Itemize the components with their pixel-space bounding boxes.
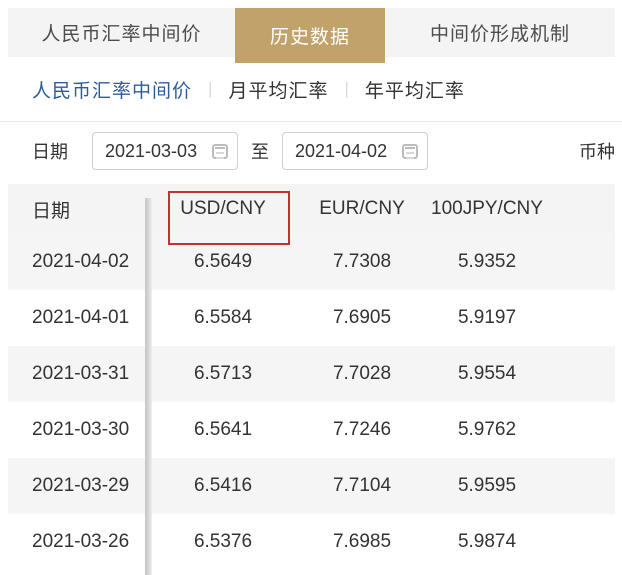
tab-historical-data[interactable]: 历史数据 bbox=[235, 8, 385, 63]
cell-date: 2021-03-29 bbox=[32, 475, 130, 496]
cell-date: 2021-03-30 bbox=[32, 419, 130, 440]
filter-row: 日期 2021-03-03 至 2021-04-02 币种 bbox=[0, 122, 622, 180]
cell-jpy: 5.9352 bbox=[457, 251, 517, 272]
table-header-row: 日期 USD/CNY EUR/CNY 100JPY/CNY bbox=[8, 184, 615, 234]
subnav-item-yearly-average[interactable]: 年平均汇率 bbox=[364, 80, 465, 102]
end-date-value: 2021-04-02 bbox=[295, 140, 388, 161]
cell-eur: 7.6905 bbox=[332, 307, 392, 328]
date-range-label: 日期 bbox=[32, 142, 68, 162]
subnav-item-monthly-average[interactable]: 月平均汇率 bbox=[228, 80, 329, 102]
table-row: 2021-03-29 6.5416 7.7104 5.9595 bbox=[8, 458, 615, 514]
top-tab-bar: 人民币汇率中间价 历史数据 中间价形成机制 bbox=[8, 8, 615, 63]
cell-usd: 6.5416 bbox=[193, 475, 253, 496]
cell-date: 2021-03-31 bbox=[32, 363, 130, 384]
end-date-input[interactable]: 2021-04-02 bbox=[282, 132, 428, 170]
table-row: 2021-04-01 6.5584 7.6905 5.9197 bbox=[8, 290, 615, 346]
sub-nav: 人民币汇率中间价 | 月平均汇率 | 年平均汇率 bbox=[0, 57, 622, 122]
subnav-divider: | bbox=[208, 79, 213, 98]
table-row: 2021-03-26 6.5376 7.6985 5.9874 bbox=[8, 514, 615, 570]
cell-usd: 6.5641 bbox=[193, 419, 253, 440]
date-range-to-label: 至 bbox=[251, 142, 269, 162]
header-eur-cny: EUR/CNY bbox=[319, 198, 405, 219]
cell-usd: 6.5584 bbox=[193, 307, 253, 328]
subnav-item-central-parity[interactable]: 人民币汇率中间价 bbox=[32, 80, 193, 102]
table-row: 2021-04-02 6.5649 7.7308 5.9352 bbox=[8, 234, 615, 290]
cell-jpy: 5.9595 bbox=[457, 475, 517, 496]
start-date-value: 2021-03-03 bbox=[105, 140, 198, 161]
table-row: 2021-03-30 6.5641 7.7246 5.9762 bbox=[8, 402, 615, 458]
cell-eur: 7.7308 bbox=[332, 251, 392, 272]
subnav-divider: | bbox=[344, 79, 349, 98]
header-usd-cny: USD/CNY bbox=[180, 198, 266, 219]
tab-rmb-central-parity[interactable]: 人民币汇率中间价 bbox=[41, 24, 202, 45]
cell-jpy: 5.9197 bbox=[457, 307, 517, 328]
header-100jpy-cny: 100JPY/CNY bbox=[431, 198, 543, 219]
cell-usd: 6.5376 bbox=[193, 531, 253, 552]
table-row: 2021-03-31 6.5713 7.7028 5.9554 bbox=[8, 346, 615, 402]
cell-date: 2021-03-26 bbox=[32, 531, 130, 552]
calendar-icon[interactable] bbox=[212, 143, 228, 159]
tab-parity-formation-mechanism[interactable]: 中间价形成机制 bbox=[429, 24, 570, 45]
cell-jpy: 5.9762 bbox=[457, 419, 517, 440]
calendar-icon[interactable] bbox=[402, 143, 418, 159]
cell-date: 2021-04-02 bbox=[32, 251, 130, 272]
exchange-rate-page: 人民币汇率中间价 历史数据 中间价形成机制 人民币汇率中间价 | 月平均汇率 |… bbox=[0, 8, 622, 575]
start-date-input[interactable]: 2021-03-03 bbox=[92, 132, 238, 170]
table-scrollbar[interactable] bbox=[145, 198, 152, 575]
cell-eur: 7.7246 bbox=[332, 419, 392, 440]
exchange-rate-table: 日期 USD/CNY EUR/CNY 100JPY/CNY 2021-04-02… bbox=[8, 184, 615, 570]
currency-type-label: 币种 bbox=[579, 142, 615, 162]
header-date: 日期 bbox=[32, 200, 71, 222]
cell-eur: 7.7104 bbox=[332, 475, 392, 496]
cell-eur: 7.7028 bbox=[332, 363, 392, 384]
cell-usd: 6.5713 bbox=[193, 363, 253, 384]
cell-date: 2021-04-01 bbox=[32, 307, 130, 328]
cell-jpy: 5.9554 bbox=[457, 363, 517, 384]
cell-usd: 6.5649 bbox=[193, 251, 253, 272]
cell-jpy: 5.9874 bbox=[457, 531, 517, 552]
cell-eur: 7.6985 bbox=[332, 531, 392, 552]
